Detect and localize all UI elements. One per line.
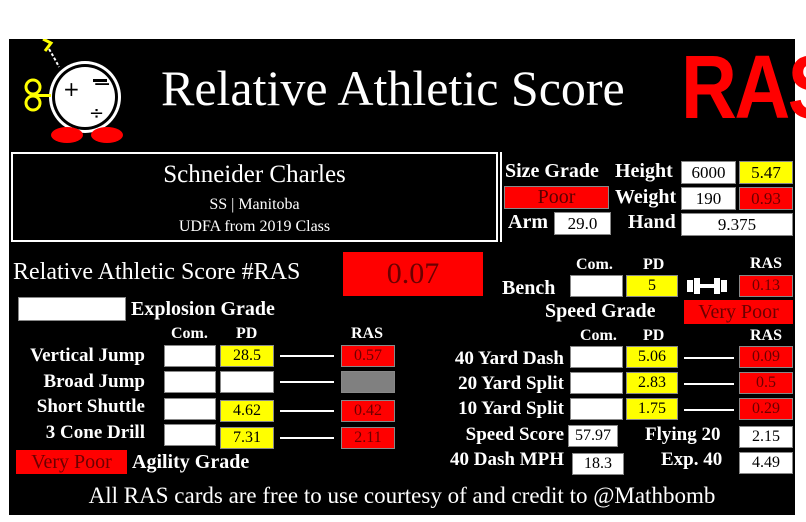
dash-mph-label: 40 Dash MPH — [450, 449, 564, 470]
three-cone-pd: 7.31 — [220, 427, 274, 449]
flying-20-value: 2.15 — [739, 426, 793, 448]
hand-label: Hand — [628, 211, 676, 233]
ras-value: 0.07 — [343, 252, 483, 296]
agility-grade-value: Very Poor — [16, 450, 127, 474]
three-cone-line — [280, 437, 334, 439]
three-cone-ras: 2.11 — [341, 427, 395, 449]
ten-yard-split-pd: 1.75 — [626, 398, 678, 420]
height-label: Height — [615, 160, 673, 182]
twenty-yard-split-label: 20 Yard Split — [458, 373, 564, 394]
right-com-header: Com. — [580, 327, 617, 344]
bench-pd: 5 — [626, 275, 678, 297]
player-position-school: SS | Manitoba — [209, 196, 300, 213]
twenty-yard-split-com — [570, 372, 623, 394]
weight-value: 190 — [681, 187, 736, 210]
forty-yard-dash-label: 40 Yard Dash — [454, 348, 564, 369]
ras-brand: RAS — [681, 38, 806, 138]
bench-com-header: Com. — [576, 256, 613, 273]
twenty-yard-split-ras: 0.5 — [739, 372, 793, 394]
forty-yard-dash-line — [684, 357, 734, 359]
left-com-header: Com. — [171, 325, 208, 342]
player-name: Schneider Charles — [163, 161, 346, 188]
arm-value: 29.0 — [554, 212, 611, 235]
three-cone-label: 3 Cone Drill — [45, 422, 145, 443]
speed-score-label: Speed Score — [465, 424, 564, 445]
size-grade-value: Poor — [504, 186, 609, 209]
short-shuttle-label: Short Shuttle — [36, 396, 145, 417]
dumbbell-icon — [685, 277, 729, 295]
right-pd-header: PD — [643, 327, 665, 344]
twenty-yard-split-line — [684, 383, 734, 385]
vertical-jump-line — [280, 355, 334, 357]
explosion-grade-label: Explosion Grade — [131, 298, 275, 320]
speed-grade-label: Speed Grade — [545, 300, 656, 322]
short-shuttle-pd: 4.62 — [220, 400, 274, 422]
hand-value: 9.375 — [681, 213, 793, 236]
weight-score: 0.93 — [739, 187, 793, 210]
short-shuttle-line — [280, 410, 334, 412]
forty-yard-dash-ras: 0.09 — [739, 346, 793, 368]
dash-mph-value: 18.3 — [572, 453, 624, 475]
player-draft: UDFA from 2019 Class — [178, 218, 331, 235]
broad-jump-pd — [220, 371, 274, 393]
three-cone-com — [164, 424, 216, 446]
bench-label: Bench — [502, 277, 556, 299]
svg-text:−: − — [93, 72, 111, 97]
vertical-jump-com — [164, 345, 216, 367]
vertical-jump-pd: 28.5 — [220, 345, 274, 367]
agility-grade-label: Agility Grade — [132, 451, 250, 473]
height-score: 5.47 — [739, 161, 793, 184]
ten-yard-split-line — [684, 409, 734, 411]
right-ras-header: RAS — [750, 327, 783, 344]
short-shuttle-com — [164, 398, 216, 420]
broad-jump-label: Broad Jump — [43, 371, 145, 392]
broad-jump-ras — [341, 371, 395, 393]
card-title: Relative Athletic Score — [161, 60, 625, 116]
height-value: 6000 — [681, 161, 736, 184]
ten-yard-split-label: 10 Yard Split — [458, 398, 564, 419]
twenty-yard-split-pd: 2.83 — [626, 372, 678, 394]
svg-text:+: + — [63, 77, 80, 101]
forty-yard-dash-pd: 5.06 — [626, 346, 678, 368]
bench-ras: 0.13 — [739, 275, 793, 297]
ten-yard-split-com — [570, 398, 623, 420]
explosion-grade-value — [18, 297, 126, 321]
svg-text:÷: ÷ — [89, 103, 104, 124]
broad-jump-com — [164, 371, 216, 393]
exp-40-value: 4.49 — [739, 452, 793, 474]
speed-score-value: 57.97 — [568, 425, 618, 447]
ras-card: + − ÷ Relative Athletic Score RAS Schnei… — [9, 37, 806, 515]
ras-label: Relative Athletic Score #RAS — [13, 259, 301, 285]
exp-40-label: Exp. 40 — [661, 449, 723, 470]
speed-grade-value: Very Poor — [684, 300, 793, 324]
left-pd-header: PD — [236, 325, 258, 342]
bench-com — [570, 275, 623, 297]
arm-label: Arm — [508, 211, 548, 233]
size-grade-label: Size Grade — [505, 160, 599, 182]
ten-yard-split-ras: 0.29 — [739, 398, 793, 420]
weight-label: Weight — [615, 186, 677, 208]
short-shuttle-ras: 0.42 — [341, 400, 395, 422]
vertical-jump-label: Vertical Jump — [30, 345, 145, 366]
bench-ras-header: RAS — [750, 255, 783, 272]
footer-credit: All RAS cards are free to use courtesy o… — [88, 483, 716, 508]
vertical-jump-ras: 0.57 — [341, 345, 395, 367]
mathbomb-mascot-icon: + − ÷ — [15, 37, 133, 149]
player-panel: Schneider Charles SS | Manitoba UDFA fro… — [11, 152, 498, 242]
broad-jump-line — [280, 381, 334, 383]
bench-pd-header: PD — [643, 256, 665, 273]
flying-20-label: Flying 20 — [645, 424, 721, 445]
left-ras-header: RAS — [351, 325, 384, 342]
forty-yard-dash-com — [570, 346, 623, 368]
